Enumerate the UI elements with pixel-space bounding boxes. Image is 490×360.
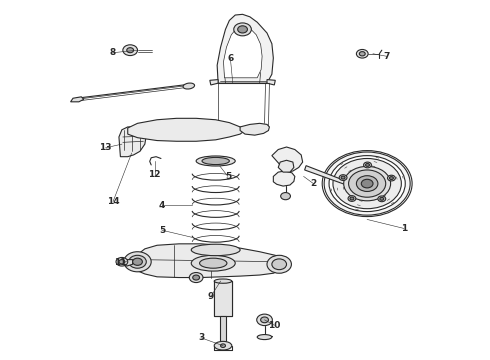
- Text: 8: 8: [110, 48, 116, 57]
- Circle shape: [127, 48, 134, 53]
- Polygon shape: [223, 26, 262, 78]
- Circle shape: [272, 259, 287, 270]
- Circle shape: [361, 179, 373, 188]
- Circle shape: [339, 175, 347, 180]
- Text: 1: 1: [401, 224, 407, 233]
- Polygon shape: [210, 80, 218, 85]
- Circle shape: [356, 49, 368, 58]
- Circle shape: [267, 255, 292, 273]
- Ellipse shape: [214, 279, 232, 283]
- Text: 13: 13: [99, 143, 112, 152]
- Ellipse shape: [257, 334, 272, 339]
- Circle shape: [261, 317, 269, 323]
- Circle shape: [359, 51, 365, 56]
- Circle shape: [356, 176, 378, 192]
- Polygon shape: [119, 127, 147, 157]
- Polygon shape: [220, 316, 226, 344]
- Circle shape: [350, 197, 354, 200]
- Circle shape: [378, 196, 386, 202]
- Circle shape: [322, 150, 412, 217]
- Ellipse shape: [196, 156, 235, 166]
- Circle shape: [220, 344, 225, 347]
- Circle shape: [380, 197, 384, 200]
- Text: 3: 3: [198, 333, 204, 342]
- Polygon shape: [278, 160, 294, 172]
- Ellipse shape: [191, 244, 240, 256]
- Polygon shape: [267, 80, 275, 85]
- Text: 6: 6: [227, 54, 233, 63]
- Polygon shape: [214, 281, 232, 316]
- Circle shape: [123, 45, 138, 55]
- Ellipse shape: [202, 157, 229, 165]
- Circle shape: [333, 158, 401, 209]
- Polygon shape: [273, 171, 295, 186]
- Circle shape: [341, 176, 345, 179]
- Circle shape: [324, 152, 410, 215]
- Text: 11: 11: [114, 258, 126, 267]
- Text: 7: 7: [384, 52, 390, 61]
- Circle shape: [238, 26, 247, 33]
- Polygon shape: [121, 260, 133, 266]
- Text: 2: 2: [310, 179, 317, 188]
- Circle shape: [281, 193, 291, 200]
- Polygon shape: [272, 147, 303, 172]
- Circle shape: [348, 170, 386, 197]
- Polygon shape: [240, 123, 270, 135]
- Circle shape: [119, 260, 125, 264]
- Circle shape: [124, 252, 151, 272]
- Ellipse shape: [191, 255, 235, 271]
- Polygon shape: [128, 118, 245, 141]
- Text: 14: 14: [107, 197, 120, 206]
- Text: 5: 5: [159, 226, 165, 235]
- Ellipse shape: [199, 258, 227, 268]
- Circle shape: [366, 163, 369, 166]
- Circle shape: [116, 257, 128, 266]
- Text: 9: 9: [208, 292, 214, 301]
- Circle shape: [388, 175, 395, 181]
- Circle shape: [193, 275, 199, 280]
- Circle shape: [329, 156, 405, 212]
- Circle shape: [343, 166, 391, 201]
- Ellipse shape: [183, 83, 195, 89]
- Ellipse shape: [214, 341, 232, 350]
- Polygon shape: [71, 97, 84, 102]
- Polygon shape: [305, 166, 352, 187]
- Circle shape: [218, 342, 228, 349]
- Circle shape: [189, 273, 203, 283]
- Polygon shape: [217, 14, 273, 83]
- Circle shape: [133, 258, 143, 265]
- Text: 4: 4: [159, 201, 165, 210]
- Text: 10: 10: [268, 321, 280, 330]
- Text: 12: 12: [148, 170, 161, 179]
- Polygon shape: [133, 244, 285, 278]
- Circle shape: [390, 177, 393, 180]
- Circle shape: [364, 162, 371, 168]
- Circle shape: [257, 314, 272, 325]
- Text: 5: 5: [225, 172, 231, 181]
- Circle shape: [129, 255, 147, 268]
- Circle shape: [348, 195, 356, 201]
- Circle shape: [234, 23, 251, 36]
